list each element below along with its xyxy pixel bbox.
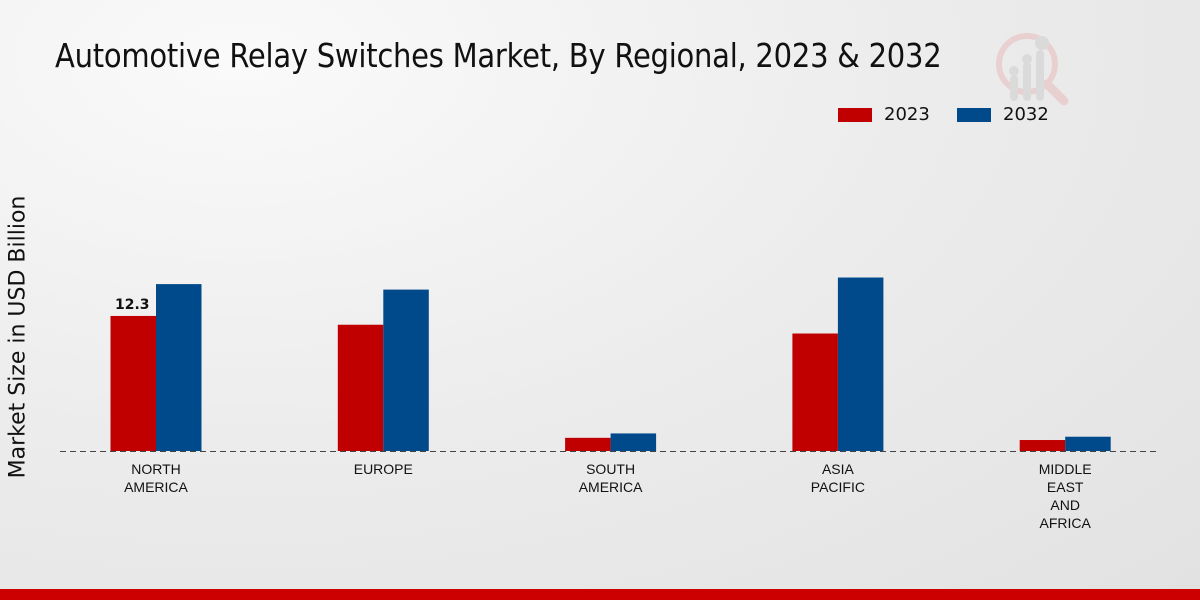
legend-label-2023: 2023: [884, 104, 930, 125]
watermark-logo: [996, 33, 1069, 106]
bar-2023-north-america: [110, 315, 156, 451]
bar-2032-south-america: [610, 433, 657, 451]
x-tick-label: SOUTH AMERICA: [579, 461, 643, 495]
bar-2023-south-america: [565, 437, 611, 451]
legend-swatch-2023: [838, 107, 872, 122]
legend-swatch-2032: [957, 107, 991, 122]
bar-2032-middle-east-and-africa: [1065, 436, 1111, 451]
chart-title: Automotive Relay Switches Market, By Reg…: [55, 36, 942, 75]
bar-2023-middle-east-and-africa: [1019, 440, 1066, 451]
x-tick-label: NORTH AMERICA: [124, 461, 188, 495]
bar-2032-europe: [383, 289, 429, 451]
bar-2023-asia-pacific: [792, 333, 838, 451]
bar-2023-europe: [337, 324, 384, 451]
bar-2032-asia-pacific: [837, 277, 884, 451]
x-tick-label: MIDDLE EAST AND AFRICA: [1039, 461, 1092, 531]
footer-bar: [0, 589, 1200, 600]
legend-label-2032: 2032: [1003, 104, 1049, 125]
legend-item-2023: 2023: [838, 104, 930, 125]
bar-2032-north-america: [156, 284, 202, 451]
legend-item-2032: 2032: [957, 104, 1049, 125]
data-label: 12.3: [115, 297, 150, 313]
x-tick-label: EUROPE: [354, 461, 413, 477]
x-tick-label: ASIA PACIFIC: [811, 461, 865, 495]
